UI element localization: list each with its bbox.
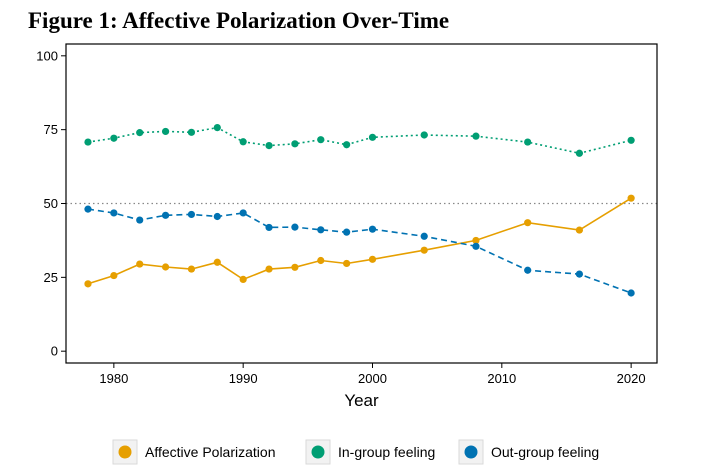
legend-label-affective-polarization: Affective Polarization — [145, 444, 275, 460]
point-in-group-feeling-1978 — [84, 138, 92, 146]
legend-item-affective-polarization: Affective Polarization — [112, 439, 275, 465]
point-out-group-feeling-2004 — [420, 232, 428, 240]
point-in-group-feeling-1984 — [161, 127, 170, 136]
x-tick-label-1980: 1980 — [99, 371, 128, 386]
point-affective-polarization-2004 — [420, 246, 428, 254]
point-in-group-feeling-2016 — [575, 149, 584, 157]
point-affective-polarization-1986 — [187, 265, 196, 273]
point-affective-polarization-1980 — [110, 271, 118, 280]
point-out-group-feeling-1994 — [291, 223, 299, 231]
legend-marker-in-group-feeling — [311, 445, 325, 459]
x-tick-label-2000: 2000 — [358, 371, 387, 386]
point-out-group-feeling-1982 — [136, 216, 144, 224]
point-in-group-feeling-1994 — [291, 140, 299, 148]
y-tick-label-75: 75 — [44, 122, 58, 137]
point-affective-polarization-1996 — [317, 256, 325, 265]
point-in-group-feeling-2012 — [524, 138, 532, 146]
point-out-group-feeling-2012 — [524, 266, 532, 274]
y-axis: 0 25 50 75 100 — [36, 48, 66, 359]
point-in-group-feeling-2020 — [627, 136, 635, 144]
legend-marker-out-group-feeling — [464, 445, 478, 459]
point-out-group-feeling-1988 — [213, 212, 221, 221]
point-in-group-feeling-1980 — [110, 134, 118, 142]
figure-title: Figure 1: Affective Polarization Over-Ti… — [28, 8, 450, 33]
point-in-group-feeling-1998 — [343, 141, 351, 149]
point-in-group-feeling-1982 — [136, 129, 144, 137]
point-in-group-feeling-1992 — [265, 142, 273, 150]
series-points — [84, 123, 635, 297]
point-in-group-feeling-1996 — [317, 136, 325, 144]
x-axis-title: Year — [344, 391, 379, 410]
y-tick-label-25: 25 — [44, 270, 58, 285]
point-in-group-feeling-1990 — [239, 138, 247, 146]
point-out-group-feeling-2008 — [472, 242, 480, 250]
point-affective-polarization-1982 — [136, 260, 144, 268]
point-out-group-feeling-2000 — [368, 225, 377, 233]
point-affective-polarization-2012 — [524, 219, 532, 227]
point-affective-polarization-1994 — [291, 263, 299, 271]
x-tick-label-2020: 2020 — [617, 371, 646, 386]
point-affective-polarization-1992 — [265, 265, 273, 273]
x-axis: 1980 1990 2000 2010 2020 — [99, 363, 646, 386]
y-tick-label-0: 0 — [51, 344, 58, 359]
legend-item-in-group-feeling: In-group feeling — [305, 439, 435, 465]
y-tick-label-50: 50 — [44, 196, 58, 211]
legend-label-out-group-feeling: Out-group feeling — [491, 444, 599, 460]
point-affective-polarization-1978 — [84, 280, 92, 288]
point-affective-polarization-1984 — [161, 263, 170, 271]
point-out-group-feeling-1992 — [265, 223, 273, 232]
x-tick-label-1990: 1990 — [229, 371, 258, 386]
y-tick-label-100: 100 — [36, 48, 58, 63]
point-in-group-feeling-2004 — [420, 131, 428, 139]
point-out-group-feeling-2016 — [575, 270, 584, 278]
legend-label-in-group-feeling: In-group feeling — [338, 444, 435, 460]
series-line-out-group-feeling — [87, 208, 632, 294]
point-in-group-feeling-1988 — [213, 123, 221, 132]
point-out-group-feeling-1986 — [187, 210, 196, 219]
series-lines — [87, 126, 632, 294]
point-out-group-feeling-1996 — [317, 226, 325, 234]
series-line-in-group-feeling — [87, 126, 632, 155]
point-affective-polarization-2008 — [472, 236, 480, 245]
point-affective-polarization-2016 — [575, 226, 584, 234]
point-affective-polarization-2020 — [627, 194, 635, 202]
point-affective-polarization-2000 — [368, 255, 377, 263]
point-out-group-feeling-1978 — [84, 205, 92, 213]
legend-marker-affective-polarization — [118, 445, 132, 459]
legend: Affective Polarization In-group feeling Ou… — [112, 439, 599, 465]
point-out-group-feeling-1984 — [161, 211, 170, 219]
point-in-group-feeling-2000 — [368, 133, 377, 141]
point-out-group-feeling-1990 — [239, 209, 247, 217]
series-line-affective-polarization — [87, 197, 632, 285]
point-affective-polarization-1990 — [239, 275, 247, 284]
point-in-group-feeling-1986 — [187, 128, 196, 136]
point-out-group-feeling-1998 — [343, 228, 351, 236]
point-affective-polarization-1988 — [213, 258, 221, 266]
point-out-group-feeling-2020 — [627, 289, 635, 297]
x-tick-label-2010: 2010 — [487, 371, 516, 386]
legend-item-out-group-feeling: Out-group feeling — [458, 439, 599, 465]
point-out-group-feeling-1980 — [110, 209, 118, 217]
point-in-group-feeling-2008 — [472, 132, 480, 140]
plot-panel-border — [65, 43, 658, 364]
point-affective-polarization-1998 — [343, 259, 351, 268]
